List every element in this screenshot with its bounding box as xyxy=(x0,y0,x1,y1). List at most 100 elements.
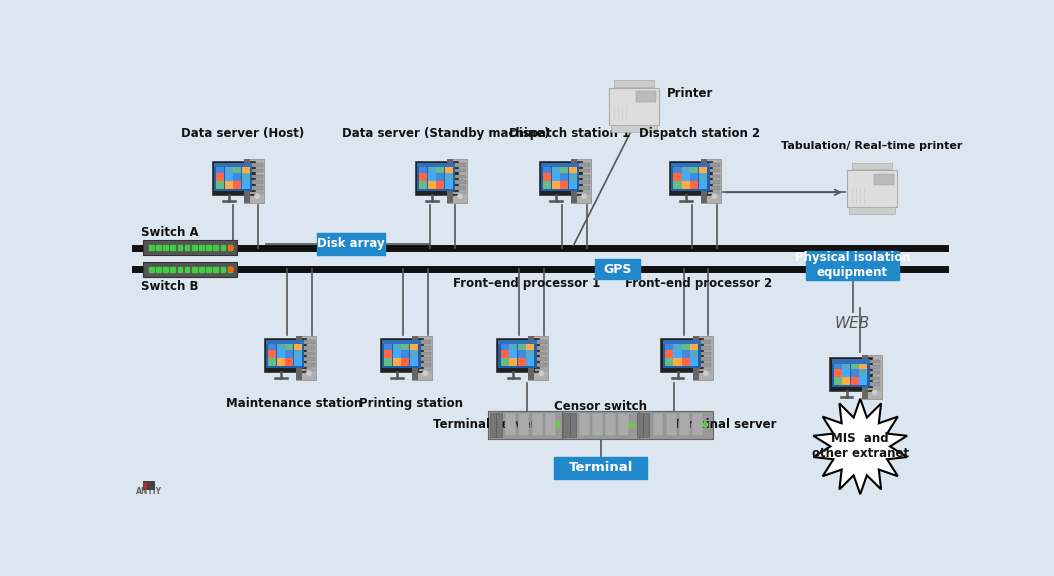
Bar xyxy=(534,346,547,350)
Text: Terminal server: Terminal server xyxy=(432,418,536,431)
Bar xyxy=(379,338,423,372)
Circle shape xyxy=(457,194,462,198)
Bar xyxy=(543,173,551,181)
Bar xyxy=(526,358,534,366)
Bar xyxy=(561,181,568,188)
Bar xyxy=(671,163,709,191)
Bar xyxy=(518,350,526,358)
Bar xyxy=(699,369,711,371)
Bar xyxy=(213,245,218,250)
Bar xyxy=(199,267,203,272)
Bar xyxy=(543,165,551,173)
Bar xyxy=(192,245,196,250)
Bar xyxy=(453,186,466,190)
Bar xyxy=(428,181,435,188)
Bar xyxy=(671,163,709,167)
Text: GPS: GPS xyxy=(604,263,631,276)
Bar xyxy=(266,340,305,344)
Bar xyxy=(245,159,264,203)
Bar xyxy=(692,336,713,380)
Bar xyxy=(385,350,392,358)
Bar xyxy=(499,340,536,344)
Bar xyxy=(707,192,720,194)
Bar xyxy=(531,414,543,437)
Text: Dispatch station 1: Dispatch station 1 xyxy=(509,127,630,141)
Bar xyxy=(674,342,682,350)
Bar xyxy=(251,186,262,190)
Bar xyxy=(410,350,417,358)
Bar xyxy=(156,245,161,250)
Bar xyxy=(505,414,516,437)
Bar xyxy=(596,259,640,279)
Text: Censor switch: Censor switch xyxy=(554,400,647,413)
Bar xyxy=(682,165,690,173)
Bar xyxy=(216,173,225,181)
Bar xyxy=(410,358,417,366)
Text: MIS  and
other extranet: MIS and other extranet xyxy=(812,433,909,460)
Circle shape xyxy=(582,194,586,198)
Bar xyxy=(207,245,211,250)
Bar xyxy=(682,358,690,366)
Bar xyxy=(214,163,252,167)
Bar xyxy=(509,342,518,350)
Bar xyxy=(868,382,880,386)
Bar xyxy=(707,186,720,190)
Bar xyxy=(509,358,518,366)
Bar xyxy=(690,358,699,366)
Bar xyxy=(545,414,555,437)
Bar xyxy=(850,207,895,214)
Bar xyxy=(415,161,457,195)
Bar xyxy=(699,346,711,350)
Bar xyxy=(829,357,873,391)
Bar xyxy=(846,170,897,207)
Text: ANTIY: ANTIY xyxy=(136,487,162,495)
Bar xyxy=(682,342,690,350)
Bar xyxy=(592,414,603,437)
Bar xyxy=(402,358,409,366)
Bar xyxy=(674,358,682,366)
Bar xyxy=(636,411,713,439)
Bar xyxy=(707,163,720,166)
Bar xyxy=(528,336,548,380)
Bar xyxy=(241,173,250,181)
Bar xyxy=(578,175,590,178)
Bar xyxy=(171,267,175,272)
Bar xyxy=(418,352,431,355)
Bar xyxy=(665,342,674,350)
Bar xyxy=(578,180,590,184)
Bar xyxy=(302,340,315,344)
Bar xyxy=(436,173,445,181)
Bar xyxy=(541,163,580,191)
Bar xyxy=(690,165,699,173)
Bar xyxy=(192,267,196,272)
Bar xyxy=(296,336,301,380)
Bar xyxy=(419,173,427,181)
Bar xyxy=(551,165,560,173)
Bar xyxy=(569,165,577,173)
Bar xyxy=(418,346,431,350)
Circle shape xyxy=(703,423,707,427)
Bar xyxy=(569,412,575,437)
Bar xyxy=(285,342,293,350)
Circle shape xyxy=(540,371,544,376)
Text: Switch B: Switch B xyxy=(141,280,198,293)
Bar xyxy=(690,342,699,350)
Bar xyxy=(561,165,568,173)
Bar xyxy=(393,350,401,358)
Circle shape xyxy=(229,245,233,250)
Bar xyxy=(402,350,409,358)
Bar xyxy=(436,181,445,188)
Bar xyxy=(569,181,577,188)
Polygon shape xyxy=(814,399,907,494)
Bar xyxy=(561,173,568,181)
Text: Dispatch station 2: Dispatch station 2 xyxy=(640,127,760,141)
Bar xyxy=(862,355,867,399)
Bar xyxy=(611,124,657,132)
Bar xyxy=(859,369,867,377)
Bar xyxy=(453,180,466,184)
Bar xyxy=(294,342,301,350)
Bar xyxy=(228,267,232,272)
Bar xyxy=(868,359,880,363)
Bar xyxy=(453,163,466,166)
Bar xyxy=(163,245,168,250)
